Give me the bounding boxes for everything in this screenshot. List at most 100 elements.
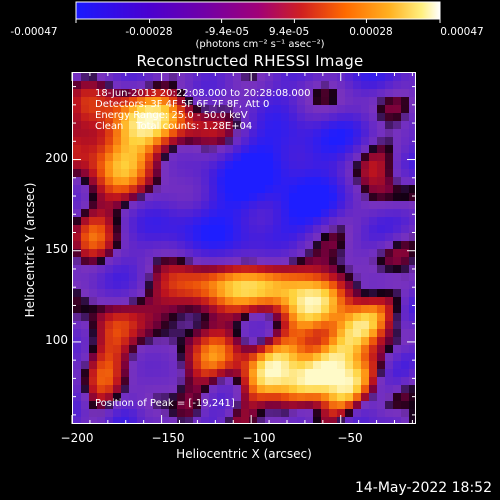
heatmap-cell (289, 345, 298, 354)
heatmap-cell (73, 169, 82, 178)
heatmap-cell (289, 257, 298, 266)
heatmap-cell (369, 417, 378, 423)
heatmap-cell (209, 153, 218, 162)
heatmap-cell (321, 297, 330, 306)
heatmap-cell (305, 137, 314, 146)
heatmap-cell (185, 113, 194, 122)
heatmap-cell (89, 273, 98, 282)
heatmap-cell (233, 73, 242, 82)
heatmap-cell (209, 353, 218, 362)
heatmap-cell (185, 329, 194, 338)
heatmap-cell (289, 217, 298, 226)
heatmap-cell (81, 313, 90, 322)
heatmap-cell (121, 97, 130, 106)
heatmap-cell (89, 137, 98, 146)
heatmap-cell (401, 153, 410, 162)
heatmap-cell (81, 289, 90, 298)
heatmap-cell (97, 113, 106, 122)
heatmap-cell (289, 265, 298, 274)
heatmap-cell (241, 281, 250, 290)
heatmap-cell (321, 73, 330, 82)
heatmap-cell (161, 345, 170, 354)
heatmap-cell (81, 361, 90, 370)
heatmap-cell (289, 113, 298, 122)
heatmap-cell (409, 297, 415, 306)
heatmap-cell (113, 241, 122, 250)
heatmap-cell (265, 281, 274, 290)
heatmap-cell (185, 249, 194, 258)
heatmap-cell (105, 353, 114, 362)
heatmap-cell (233, 209, 242, 218)
chart-title: Reconstructed RHESSI Image (136, 52, 364, 70)
heatmap-cell (73, 369, 82, 378)
heatmap-cell (121, 81, 130, 90)
heatmap-cell (193, 345, 202, 354)
heatmap-cell (313, 353, 322, 362)
heatmap-cell (73, 289, 82, 298)
heatmap-cell (337, 305, 346, 314)
heatmap-cell (265, 129, 274, 138)
heatmap-cell (161, 121, 170, 130)
heatmap-cell (105, 281, 114, 290)
heatmap-cell (169, 73, 178, 82)
heatmap-cell (281, 249, 290, 258)
heatmap-cell (161, 137, 170, 146)
heatmap-cell (289, 393, 298, 402)
heatmap-cell (113, 345, 122, 354)
heatmap-cell (265, 225, 274, 234)
heatmap-cell (193, 281, 202, 290)
heatmap-cell (225, 393, 234, 402)
heatmap-cell (377, 289, 386, 298)
heatmap-cell (89, 289, 98, 298)
heatmap-cell (113, 113, 122, 122)
heatmap-cell (241, 417, 250, 423)
heatmap-cell (321, 137, 330, 146)
heatmap-cell (225, 249, 234, 258)
heatmap-cell (393, 129, 402, 138)
heatmap-cell (409, 177, 415, 186)
heatmap-cell (129, 377, 138, 386)
heatmap-cell (193, 81, 202, 90)
heatmap-cell (409, 353, 415, 362)
heatmap-cell (369, 193, 378, 202)
heatmap-cell (273, 209, 282, 218)
heatmap-cell (137, 241, 146, 250)
heatmap-cell (73, 177, 82, 186)
peak-position-label: Position of Peak = [-19,241] (95, 398, 235, 409)
heatmap-cell (73, 89, 82, 98)
heatmap-cell (97, 137, 106, 146)
heatmap-cell (153, 233, 162, 242)
heatmap-cell (217, 233, 226, 242)
heatmap-cell (105, 329, 114, 338)
heatmap-cell (393, 73, 402, 82)
heatmap-cell (409, 273, 415, 282)
heatmap-cell (145, 153, 154, 162)
heatmap-cell (265, 265, 274, 274)
heatmap-cell (225, 193, 234, 202)
heatmap-cell (345, 417, 354, 423)
heatmap-cell (401, 305, 410, 314)
heatmap-cell (265, 353, 274, 362)
heatmap-cell (377, 193, 386, 202)
heatmap-cell (329, 241, 338, 250)
heatmap-cell (281, 353, 290, 362)
heatmap-cell (153, 73, 162, 82)
heatmap-cell (89, 185, 98, 194)
heatmap-cell (297, 377, 306, 386)
heatmap-cell (145, 417, 154, 423)
heatmap-cell (153, 121, 162, 130)
heatmap-cell (385, 385, 394, 394)
heatmap-cell (201, 153, 210, 162)
heatmap-cell (81, 225, 90, 234)
heatmap-cell (145, 209, 154, 218)
heatmap-cell (353, 409, 362, 418)
heatmap-cell (305, 249, 314, 258)
heatmap-cell (377, 393, 386, 402)
heatmap-cell (193, 361, 202, 370)
heatmap-cell (265, 169, 274, 178)
heatmap-cell (385, 241, 394, 250)
heatmap-cell (281, 161, 290, 170)
heatmap-cell (105, 73, 114, 82)
heatmap-cell (201, 225, 210, 234)
heatmap-cell (81, 161, 90, 170)
